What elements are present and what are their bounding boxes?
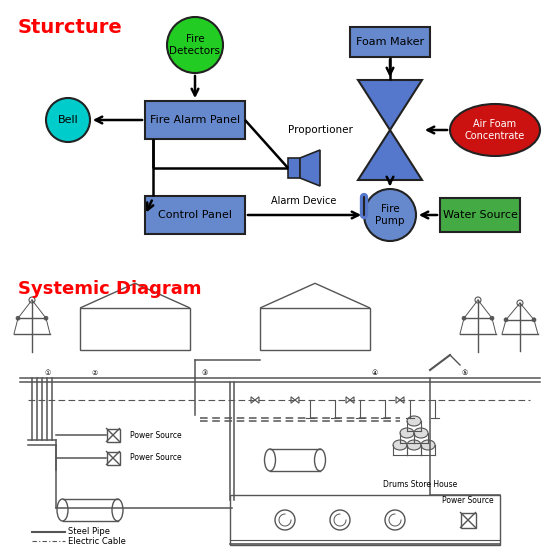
Text: ④: ④	[372, 370, 378, 376]
Text: Fire
Pump: Fire Pump	[375, 204, 405, 226]
Ellipse shape	[450, 104, 540, 156]
FancyBboxPatch shape	[145, 196, 245, 234]
Ellipse shape	[407, 416, 421, 426]
Text: Air Foam
Concentrate: Air Foam Concentrate	[465, 119, 525, 141]
Text: Power Source: Power Source	[130, 454, 182, 463]
Circle shape	[490, 316, 494, 320]
Text: Control Panel: Control Panel	[158, 210, 232, 220]
Text: Foam Maker: Foam Maker	[356, 37, 424, 47]
Circle shape	[462, 316, 466, 320]
Bar	[260, 308, 370, 350]
FancyBboxPatch shape	[288, 158, 300, 178]
Bar	[107, 452, 119, 465]
Circle shape	[46, 98, 90, 142]
Text: ⑤: ⑤	[462, 370, 468, 376]
Polygon shape	[300, 150, 320, 186]
Circle shape	[532, 318, 536, 322]
Text: Steel Pipe: Steel Pipe	[68, 527, 110, 536]
Circle shape	[364, 189, 416, 241]
Circle shape	[44, 316, 48, 320]
Ellipse shape	[400, 428, 414, 438]
Text: Power Source: Power Source	[442, 496, 494, 505]
FancyBboxPatch shape	[145, 101, 245, 139]
Ellipse shape	[393, 440, 407, 450]
Text: Alarm Device: Alarm Device	[271, 196, 337, 206]
Ellipse shape	[421, 440, 435, 450]
Bar	[230, 495, 500, 545]
FancyBboxPatch shape	[350, 27, 430, 57]
Ellipse shape	[407, 440, 421, 450]
Text: Drums Store House: Drums Store House	[383, 480, 457, 489]
Ellipse shape	[414, 428, 428, 438]
Text: Fire
Detectors: Fire Detectors	[169, 34, 221, 56]
Text: ③: ③	[202, 370, 208, 376]
Circle shape	[16, 316, 20, 320]
Polygon shape	[358, 80, 422, 130]
Text: Electric Cable: Electric Cable	[68, 536, 126, 546]
Text: ①: ①	[45, 370, 51, 376]
Text: Bell: Bell	[58, 115, 78, 125]
Bar	[107, 428, 119, 442]
Text: Sturcture: Sturcture	[18, 18, 123, 37]
Polygon shape	[358, 130, 422, 180]
Text: Fire Alarm Panel: Fire Alarm Panel	[150, 115, 240, 125]
Circle shape	[504, 318, 508, 322]
Text: ②: ②	[92, 370, 98, 376]
Text: Systemic Diagram: Systemic Diagram	[18, 280, 201, 298]
Bar	[80, 308, 190, 350]
Text: Proportioner: Proportioner	[288, 125, 353, 135]
Circle shape	[167, 17, 223, 73]
FancyBboxPatch shape	[440, 198, 520, 232]
Text: Water Source: Water Source	[443, 210, 518, 220]
Bar	[460, 513, 476, 527]
Text: Power Source: Power Source	[130, 431, 182, 439]
